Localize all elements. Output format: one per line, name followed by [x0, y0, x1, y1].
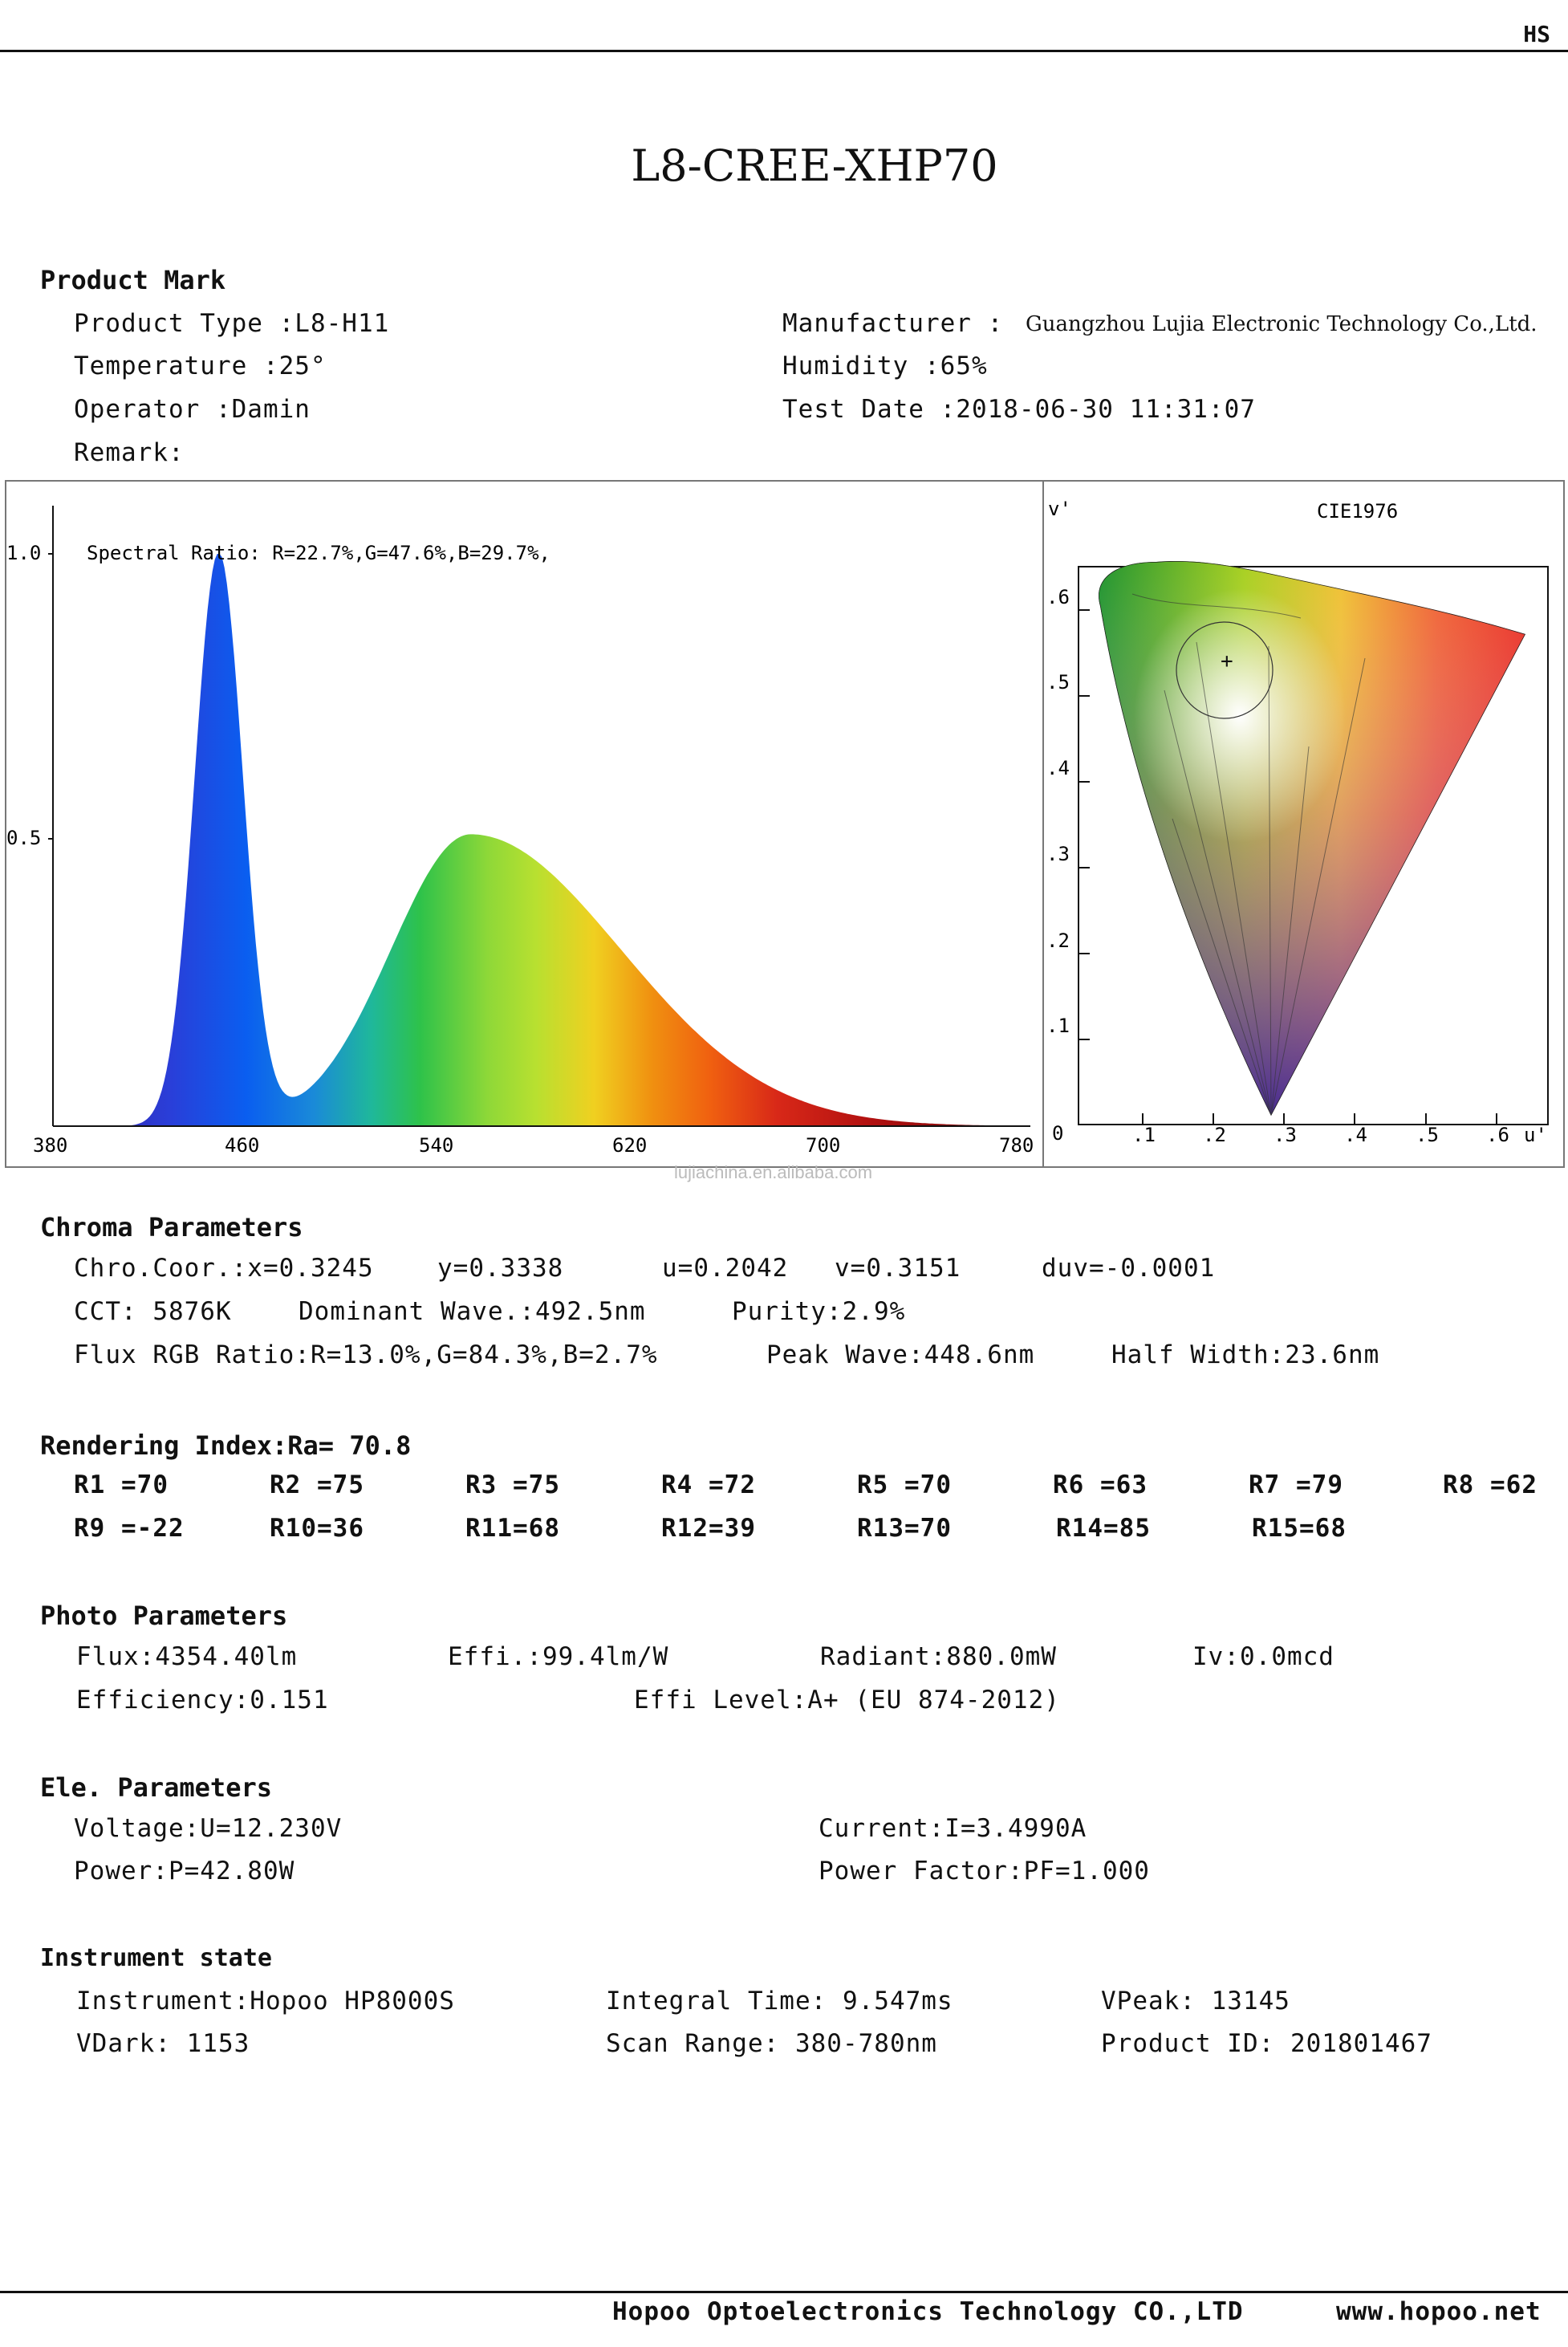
u-tick-05: .5	[1416, 1124, 1439, 1146]
r5: R5 =70	[857, 1470, 952, 1499]
r4: R4 =72	[661, 1470, 756, 1499]
efficacy: Effi.:99.4lm/W	[448, 1642, 669, 1671]
current: Current:I=3.4990A	[819, 1814, 1087, 1843]
temperature: Temperature :25°	[74, 352, 327, 380]
spectral-ratio: Spectral Ratio: R=22.7%,G=47.6%,B=29.7%,	[87, 542, 550, 564]
u-tick-04: .4	[1344, 1124, 1367, 1146]
r13: R13=70	[857, 1514, 952, 1543]
product-type: Product Type :L8-H11	[74, 309, 390, 338]
bottom-divider	[0, 2291, 1568, 2293]
vdark: VDark: 1153	[76, 2029, 250, 2058]
r7: R7 =79	[1249, 1470, 1343, 1499]
power: Power:P=42.80W	[74, 1857, 295, 1885]
watermark: lujiachina.en.alibaba.com	[674, 1162, 873, 1182]
top-divider	[0, 50, 1568, 52]
x-tick-540: 540	[419, 1134, 453, 1157]
chroma-v: v=0.3151	[835, 1254, 961, 1283]
r15: R15=68	[1252, 1514, 1347, 1543]
humidity: Humidity :65%	[782, 352, 988, 380]
iv: Iv:0.0mcd	[1192, 1642, 1334, 1671]
r9: R9 =-22	[74, 1514, 185, 1543]
v-tick-06: .6	[1046, 586, 1070, 608]
vpeak: VPeak: 13145	[1101, 1987, 1290, 2015]
chroma-y: y=0.3338	[437, 1254, 564, 1283]
scan-range: Scan Range: 380-780nm	[606, 2029, 937, 2058]
product-mark-heading: Product Mark	[40, 265, 226, 295]
y-tick-1: 1.0	[6, 542, 41, 564]
voltage: Voltage:U=12.230V	[74, 1814, 343, 1843]
cie-u-label: u'	[1524, 1124, 1547, 1146]
chromaticity-marker: +	[1221, 649, 1233, 673]
v-tick-0: 0	[1052, 1122, 1063, 1145]
r8: R8 =62	[1443, 1470, 1538, 1499]
flux-rgb-ratio: Flux RGB Ratio:R=13.0%,G=84.3%,B=2.7%	[74, 1340, 658, 1369]
integral-time: Integral Time: 9.547ms	[606, 1987, 953, 2015]
u-tick-01: .1	[1132, 1124, 1156, 1146]
r11: R11=68	[465, 1514, 560, 1543]
chroma-heading: Chroma Parameters	[40, 1212, 303, 1243]
spectrum-svg: 1.0 0.5 Spectral Ratio: R=22.7%,G=47.6%,…	[6, 506, 1034, 1157]
v-tick-02: .2	[1046, 929, 1070, 952]
chroma-coor: Chro.Coor.:x=0.3245	[74, 1254, 374, 1283]
report-title: L8-CREE-XHP70	[631, 140, 998, 191]
u-tick-06: .6	[1486, 1124, 1509, 1146]
photo-heading: Photo Parameters	[40, 1601, 288, 1631]
rendering-heading: Rendering Index:Ra= 70.8	[40, 1430, 412, 1461]
spectrum-curve	[53, 554, 1019, 1126]
operator: Operator :Damin	[74, 395, 311, 424]
half-width: Half Width:23.6nm	[1111, 1340, 1380, 1369]
cie-diagram: + v' CIE1976 .6 .5 .4 .3 .2 .1 0 .1 .2 .…	[1044, 480, 1565, 1168]
x-tick-620: 620	[612, 1134, 647, 1157]
power-factor: Power Factor:PF=1.000	[819, 1857, 1150, 1885]
cct: CCT: 5876K	[74, 1297, 232, 1326]
x-tick-380: 380	[33, 1134, 67, 1157]
v-tick-04: .4	[1046, 757, 1070, 779]
cie-svg: + v' CIE1976 .6 .5 .4 .3 .2 .1 0 .1 .2 .…	[1046, 498, 1549, 1146]
instrument: Instrument:Hopoo HP8000S	[76, 1987, 455, 2015]
cie-title: CIE1976	[1317, 500, 1398, 523]
x-tick-700: 700	[806, 1134, 840, 1157]
effi-level: Effi Level:A+ (EU 874-2012)	[634, 1686, 1060, 1714]
r10: R10=36	[270, 1514, 364, 1543]
chroma-duv: duv=-0.0001	[1042, 1254, 1216, 1283]
purity: Purity:2.9%	[732, 1297, 906, 1326]
efficiency: Efficiency:0.151	[76, 1686, 329, 1714]
flux: Flux:4354.40lm	[76, 1642, 298, 1671]
x-tick-460: 460	[225, 1134, 259, 1157]
x-tick-780: 780	[999, 1134, 1034, 1157]
ele-heading: Ele. Parameters	[40, 1772, 272, 1803]
u-tick-03: .3	[1273, 1124, 1297, 1146]
dominant-wave: Dominant Wave.:492.5nm	[299, 1297, 646, 1326]
chroma-u: u=0.2042	[662, 1254, 789, 1283]
footer-company: Hopoo Optoelectronics Technology CO.,LTD	[612, 2297, 1244, 2326]
v-tick-05: .5	[1046, 671, 1070, 694]
v-tick-01: .1	[1046, 1015, 1070, 1037]
remark: Remark:	[74, 438, 185, 467]
r12: R12=39	[661, 1514, 756, 1543]
r1: R1 =70	[74, 1470, 169, 1499]
radiant: Radiant:880.0mW	[820, 1642, 1057, 1671]
spectrum-chart: 1.0 0.5 Spectral Ratio: R=22.7%,G=47.6%,…	[5, 480, 1044, 1168]
r2: R2 =75	[270, 1470, 364, 1499]
cie-plot-frame	[1078, 566, 1549, 1125]
cie-gamut	[1099, 561, 1525, 1117]
product-id: Product ID: 201801467	[1101, 2029, 1432, 2058]
peak-wave: Peak Wave:448.6nm	[766, 1340, 1035, 1369]
footer-url: www.hopoo.net	[1336, 2297, 1542, 2326]
test-date: Test Date :2018-06-30 11:31:07	[782, 395, 1256, 424]
manufacturer-value: Guangzhou Lujia Electronic Technology Co…	[1026, 312, 1538, 336]
instrument-heading: Instrument state	[40, 1944, 272, 1972]
manufacturer-label: Manufacturer :	[782, 309, 1004, 338]
r14: R14=85	[1056, 1514, 1151, 1543]
r3: R3 =75	[465, 1470, 560, 1499]
v-tick-03: .3	[1046, 843, 1070, 865]
y-tick-05: 0.5	[6, 827, 41, 849]
u-tick-02: .2	[1203, 1124, 1226, 1146]
cie-v-label: v'	[1048, 498, 1071, 520]
r6: R6 =63	[1053, 1470, 1148, 1499]
report-code: HS	[1523, 21, 1550, 47]
